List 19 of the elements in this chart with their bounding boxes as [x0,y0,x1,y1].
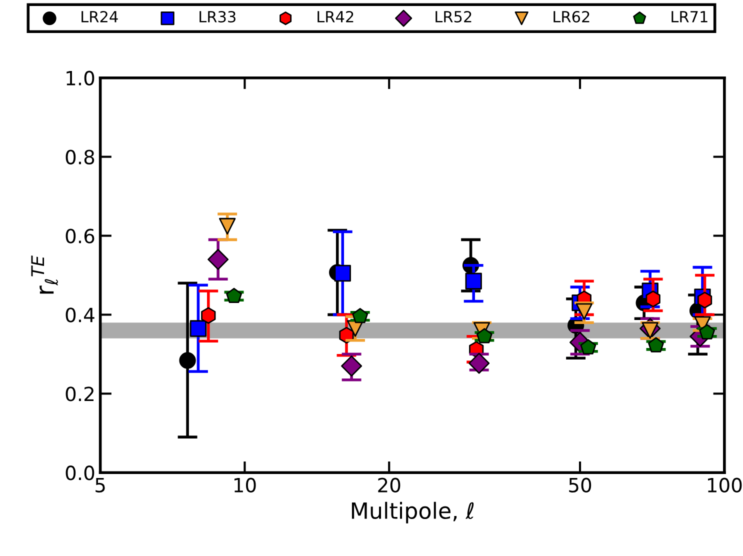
x-axis-title: Multipole, ℓ [352,502,474,524]
y-tick-label: 0.4 [66,308,94,322]
y-tick-label: 0.2 [66,386,94,402]
y-tick-label: 0.6 [66,228,94,244]
legend-label: LR71 [672,11,708,22]
x-tick-label: 5 [96,478,105,493]
y-tick-label: 1.0 [66,70,94,86]
legend-label: LR42 [318,10,354,22]
legend-label: LR24 [82,10,118,22]
x-tick-label: 50 [569,478,592,493]
x-tick-label: 10 [234,478,256,493]
y-tick-label: 0.8 [66,150,94,164]
legend-label: LR33 [200,10,236,23]
x-tick-label: 20 [378,478,400,493]
legend-label: LR62 [554,10,590,23]
y-axis-title: r$_{ℓ}$$^{TE}$ [31,255,58,294]
y-tick-label: 0.0 [66,466,94,480]
legend-label: LR52 [436,10,472,23]
x-tick-label: 100 [708,478,742,493]
